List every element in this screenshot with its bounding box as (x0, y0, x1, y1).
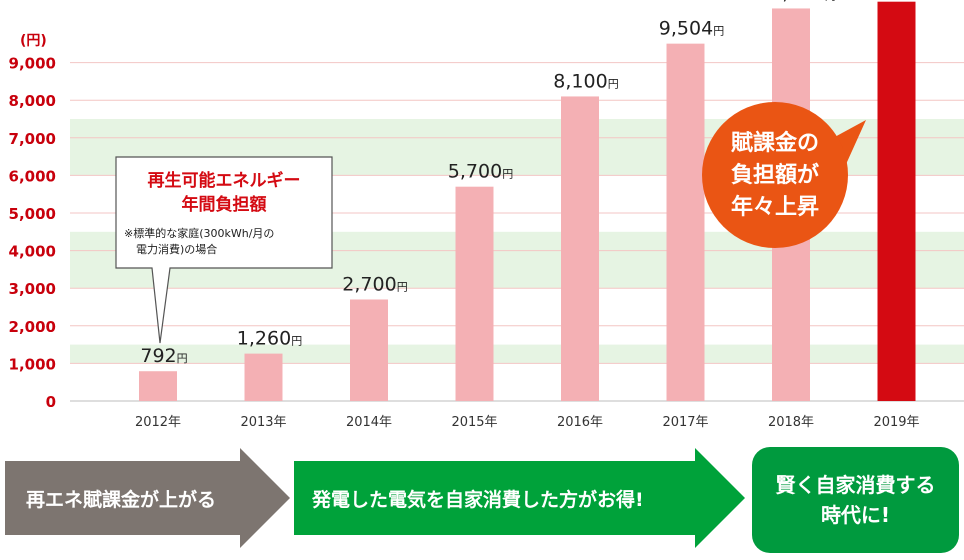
x-tick-label-3: 2015年 (451, 415, 497, 430)
bar-3 (455, 186, 494, 401)
y-tick-label-8: 8,000 (9, 92, 56, 110)
y-tick-label-5: 5,000 (9, 205, 56, 223)
y-tick-label-2: 2,000 (9, 318, 56, 336)
x-tick-label-1: 2013年 (240, 415, 286, 430)
callout-note-line-0: ※標準的な家庭(300kWh/月の (124, 226, 274, 240)
bar-2 (350, 299, 388, 401)
bar-4 (561, 96, 599, 401)
bar-0 (139, 371, 177, 401)
bubble-line-1: 負担額が (731, 162, 819, 188)
footer-arrows (5, 448, 745, 548)
y-tick-label-0: 0 (46, 393, 56, 411)
data-label-4: 8,100円 (553, 70, 618, 92)
x-tick-label-4: 2016年 (557, 415, 603, 430)
data-label-3: 5,700円 (448, 161, 513, 183)
callout-shape (115, 156, 333, 344)
bubble-line-2: 年々上昇 (731, 194, 819, 220)
bubble-circle (702, 102, 848, 248)
arrow-1 (5, 448, 290, 548)
data-label-5: 9,504円 (659, 18, 724, 40)
data-label-1: 1,260円 (237, 328, 302, 350)
y-tick-label-6: 6,000 (9, 167, 56, 185)
callout-title-line-1: 年間負担額 (182, 194, 267, 215)
data-label-2: 2,700円 (342, 273, 407, 295)
y-axis-unit: (円) (20, 33, 47, 49)
bar-7 (877, 1, 916, 402)
callout-title-line-0: 再生可能エネルギー (148, 170, 301, 191)
x-tick-label-6: 2018年 (768, 415, 814, 430)
data-label-6: 10,440円 (758, 0, 835, 4)
bar-1 (244, 353, 283, 401)
y-tick-label-3: 3,000 (9, 280, 56, 298)
x-tick-label-2: 2014年 (346, 415, 392, 430)
conclusion-line-2: 時代に! (820, 503, 891, 527)
y-tick-label-1: 1,000 (9, 355, 56, 373)
conclusion-line-1: 賢く自家消費する (775, 473, 936, 497)
y-tick-label-7: 7,000 (9, 130, 56, 148)
arrow-1-label: 再エネ賦課金が上がる (26, 489, 217, 511)
arrow-2 (294, 448, 745, 548)
callout-note-line-1: 電力消費)の場合 (136, 242, 217, 256)
x-tick-label-0: 2012年 (135, 415, 181, 430)
data-label-0: 792円 (140, 345, 187, 367)
conclusion-box: 賢く自家消費する 時代に! (752, 447, 959, 553)
x-tick-label-5: 2017年 (662, 415, 708, 430)
arrow-2-label: 発電した電気を自家消費した方がお得! (312, 489, 644, 511)
bar-chart: 0 1,000 2,000 3,000 4,000 5,000 6,000 7,000 8,00… (9, 0, 964, 430)
x-tick-label-7: 2019年 (873, 415, 919, 430)
bg-band-0 (70, 344, 964, 364)
bubble-line-0: 賦課金の (731, 130, 819, 156)
y-tick-label-4: 4,000 (9, 243, 56, 261)
bar-5 (666, 43, 705, 402)
y-tick-label-9: 9,000 (9, 55, 56, 73)
